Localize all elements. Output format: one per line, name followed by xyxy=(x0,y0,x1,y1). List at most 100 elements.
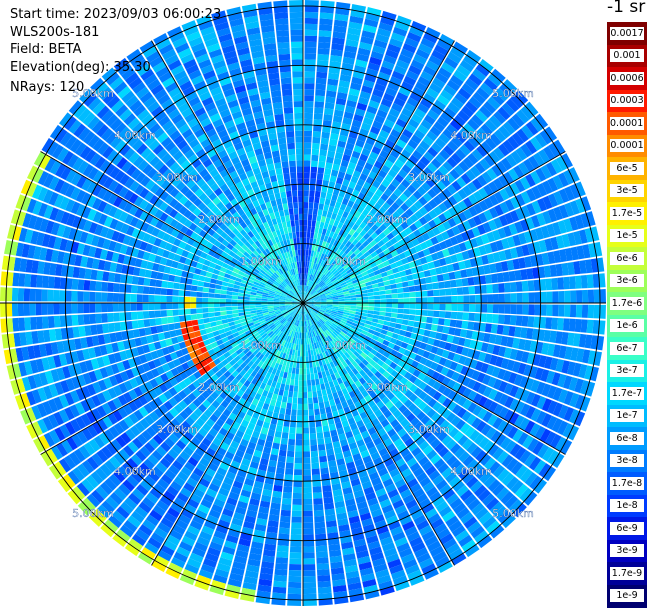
range-gate-bin xyxy=(299,261,301,267)
range-gate-bin xyxy=(324,437,331,444)
range-gate-bin xyxy=(291,36,303,42)
range-gate-bin xyxy=(315,227,319,233)
range-gate-bin xyxy=(272,491,282,498)
range-gate-bin xyxy=(293,362,297,368)
range-gate-bin xyxy=(226,295,232,299)
range-gate-bin xyxy=(523,293,529,303)
range-gate-bin xyxy=(226,291,232,295)
range-gate-bin xyxy=(255,301,261,303)
range-gate-bin xyxy=(303,255,305,261)
range-gate-bin xyxy=(172,310,178,316)
range-gate-bin xyxy=(280,516,290,523)
range-gate-bin xyxy=(317,438,324,445)
range-gate-bin xyxy=(320,408,326,415)
range-gate-bin xyxy=(184,291,190,297)
range-gate-bin xyxy=(310,173,316,179)
range-gate-bin xyxy=(226,310,232,314)
range-gate-bin xyxy=(317,563,330,570)
range-gate-bin xyxy=(428,297,434,303)
range-gate-bin xyxy=(287,451,294,457)
range-gate-bin xyxy=(305,6,319,12)
range-gate-bin xyxy=(304,202,309,208)
range-gate-bin xyxy=(125,303,131,311)
range-gate-bin xyxy=(362,293,368,297)
range-gate-bin xyxy=(30,274,37,287)
range-gate-bin xyxy=(294,463,302,469)
range-gate-bin xyxy=(303,392,307,398)
range-gate-bin xyxy=(290,24,303,30)
range-gate-bin xyxy=(197,281,204,287)
range-gate-bin xyxy=(289,161,296,167)
range-gate-bin xyxy=(492,284,499,293)
range-gate-bin xyxy=(303,451,310,457)
range-gate-bin xyxy=(310,433,317,439)
range-gate-bin xyxy=(281,83,291,90)
range-gate-bin xyxy=(203,282,210,288)
range-gate-bin xyxy=(114,322,121,331)
range-gate-bin xyxy=(290,546,302,552)
range-gate-bin xyxy=(173,283,180,290)
range-gate-bin xyxy=(138,277,145,285)
range-gate-bin xyxy=(287,197,293,204)
range-gate-bin xyxy=(564,291,570,303)
range-gate-bin xyxy=(323,491,333,498)
range-gate-bin xyxy=(309,202,314,208)
range-gate-bin xyxy=(83,303,89,313)
range-gate-bin xyxy=(296,428,302,434)
range-gate-bin xyxy=(313,367,317,373)
range-gate-bin xyxy=(320,462,328,469)
range-gate-bin xyxy=(289,6,303,12)
range-gate-bin xyxy=(303,374,307,380)
range-gate-bin xyxy=(303,410,308,416)
range-gate-bin xyxy=(314,107,323,114)
range-gate-bin xyxy=(276,30,289,37)
range-gate-bin xyxy=(368,296,374,300)
range-gate-bin xyxy=(72,279,79,290)
range-gate-bin xyxy=(292,71,303,77)
range-gate-bin xyxy=(285,409,291,416)
range-gate-bin xyxy=(137,286,144,294)
range-gate-bin xyxy=(71,303,77,314)
range-gate-bin xyxy=(54,316,61,328)
range-gate-bin xyxy=(288,391,293,397)
range-gate-bin xyxy=(303,475,311,481)
range-gate-bin xyxy=(276,551,288,558)
range-gate-bin xyxy=(486,284,493,293)
range-gate-bin xyxy=(313,209,318,215)
range-gate-bin xyxy=(308,398,313,404)
range-gate-bin xyxy=(232,296,238,300)
range-gate-bin xyxy=(286,403,292,410)
range-gate-bin xyxy=(314,197,320,204)
range-gate-bin xyxy=(505,293,511,303)
range-gate-bin xyxy=(276,24,289,31)
range-gate-bin xyxy=(114,273,121,282)
range-gate-bin xyxy=(314,233,318,239)
range-gate-bin xyxy=(283,492,292,499)
range-gate-bin xyxy=(311,161,318,167)
range-gate-bin xyxy=(287,397,292,403)
range-gate-bin xyxy=(294,208,299,214)
range-gate-bin xyxy=(296,362,299,368)
range-gate-bin xyxy=(305,0,319,6)
range-gate-bin xyxy=(299,374,303,380)
range-gate-bin xyxy=(78,279,85,290)
range-gate-bin xyxy=(289,208,294,214)
range-gate-bin xyxy=(318,581,331,588)
range-gate-bin xyxy=(285,125,293,132)
range-gate-bin xyxy=(280,444,287,451)
range-gate-bin xyxy=(312,214,317,220)
range-gate-bin xyxy=(319,18,332,25)
range-gate-bin xyxy=(295,457,302,463)
range-gate-bin xyxy=(282,432,289,439)
range-gate-bin xyxy=(551,278,558,290)
range-gate-bin xyxy=(167,310,173,317)
range-gate-bin xyxy=(319,30,332,37)
range-gate-bin xyxy=(300,350,302,356)
range-gate-bin xyxy=(303,457,310,463)
range-gate-bin xyxy=(311,379,315,385)
range-gate-bin xyxy=(300,362,303,368)
range-gate-bin xyxy=(208,303,214,307)
range-gate-bin xyxy=(244,297,250,300)
range-gate-bin xyxy=(282,396,288,403)
range-gate-bin xyxy=(287,594,301,600)
